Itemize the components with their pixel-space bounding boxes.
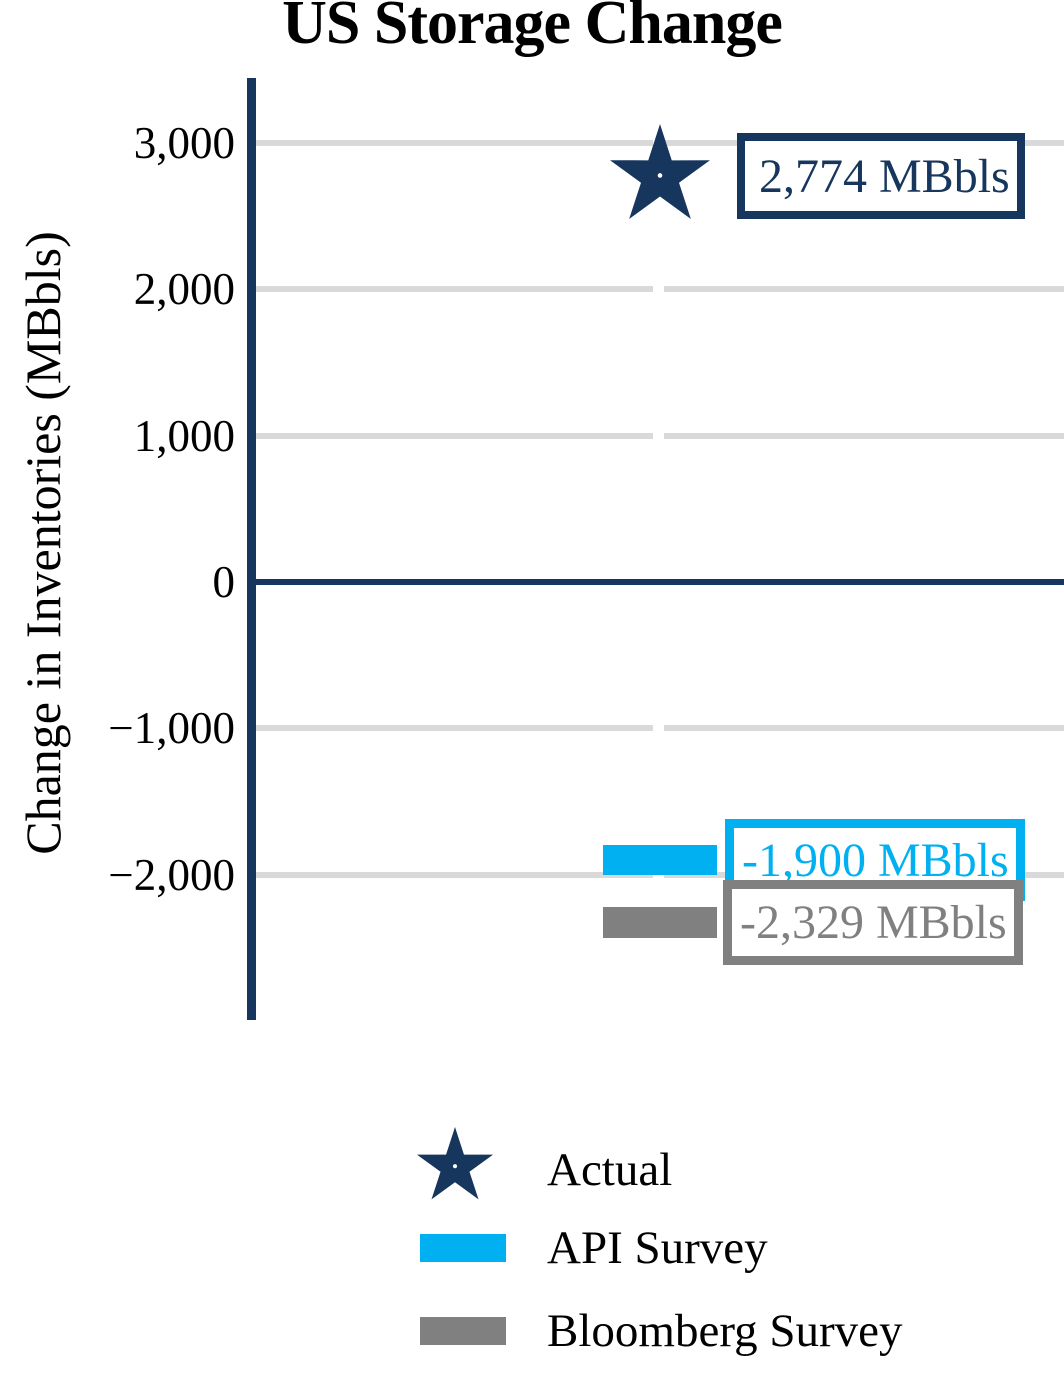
bloomberg-survey-dash-marker (603, 907, 717, 938)
api-survey-dash-marker (603, 845, 717, 875)
gridline-2000 (256, 286, 1064, 292)
y-tick-label-0: 0 (212, 557, 236, 607)
zero-axis-line (256, 579, 1064, 585)
chart-title: US Storage Change (282, 0, 783, 57)
legend-label-api-survey: API Survey (547, 1222, 768, 1274)
star-icon (610, 124, 710, 220)
actual-star-marker (605, 124, 715, 229)
y-tick-label-1000: 1,000 (133, 411, 235, 461)
gridline-1000 (256, 433, 1064, 439)
api-survey-value-text: -1,900 MBbls (742, 833, 1009, 887)
y-tick-label-neg-1000: −1,000 (108, 703, 235, 753)
actual-value-label: 2,774 MBbls (737, 133, 1025, 219)
star-icon (416, 1127, 494, 1200)
gridline-neg-2000 (256, 872, 1064, 878)
legend-star-icon (414, 1127, 496, 1207)
gridline-neg-1000 (256, 725, 1064, 731)
legend-api-survey-swatch-icon (420, 1234, 506, 1262)
actual-value-text: 2,774 MBbls (759, 149, 1010, 203)
legend-label-actual: Actual (547, 1144, 673, 1196)
y-tick-label-2000: 2,000 (133, 264, 235, 314)
legend-label-bloomberg-survey: Bloomberg Survey (547, 1305, 903, 1357)
y-tick-label-neg-2000: −2,000 (108, 850, 235, 900)
bloomberg-survey-value-text: -2,329 MBbls (740, 896, 1007, 949)
bloomberg-survey-value-label: -2,329 MBbls (723, 880, 1023, 965)
legend-bloomberg-survey-swatch-icon (420, 1317, 506, 1345)
y-axis-line (247, 78, 256, 1020)
y-tick-label-3000: 3,000 (133, 118, 235, 168)
